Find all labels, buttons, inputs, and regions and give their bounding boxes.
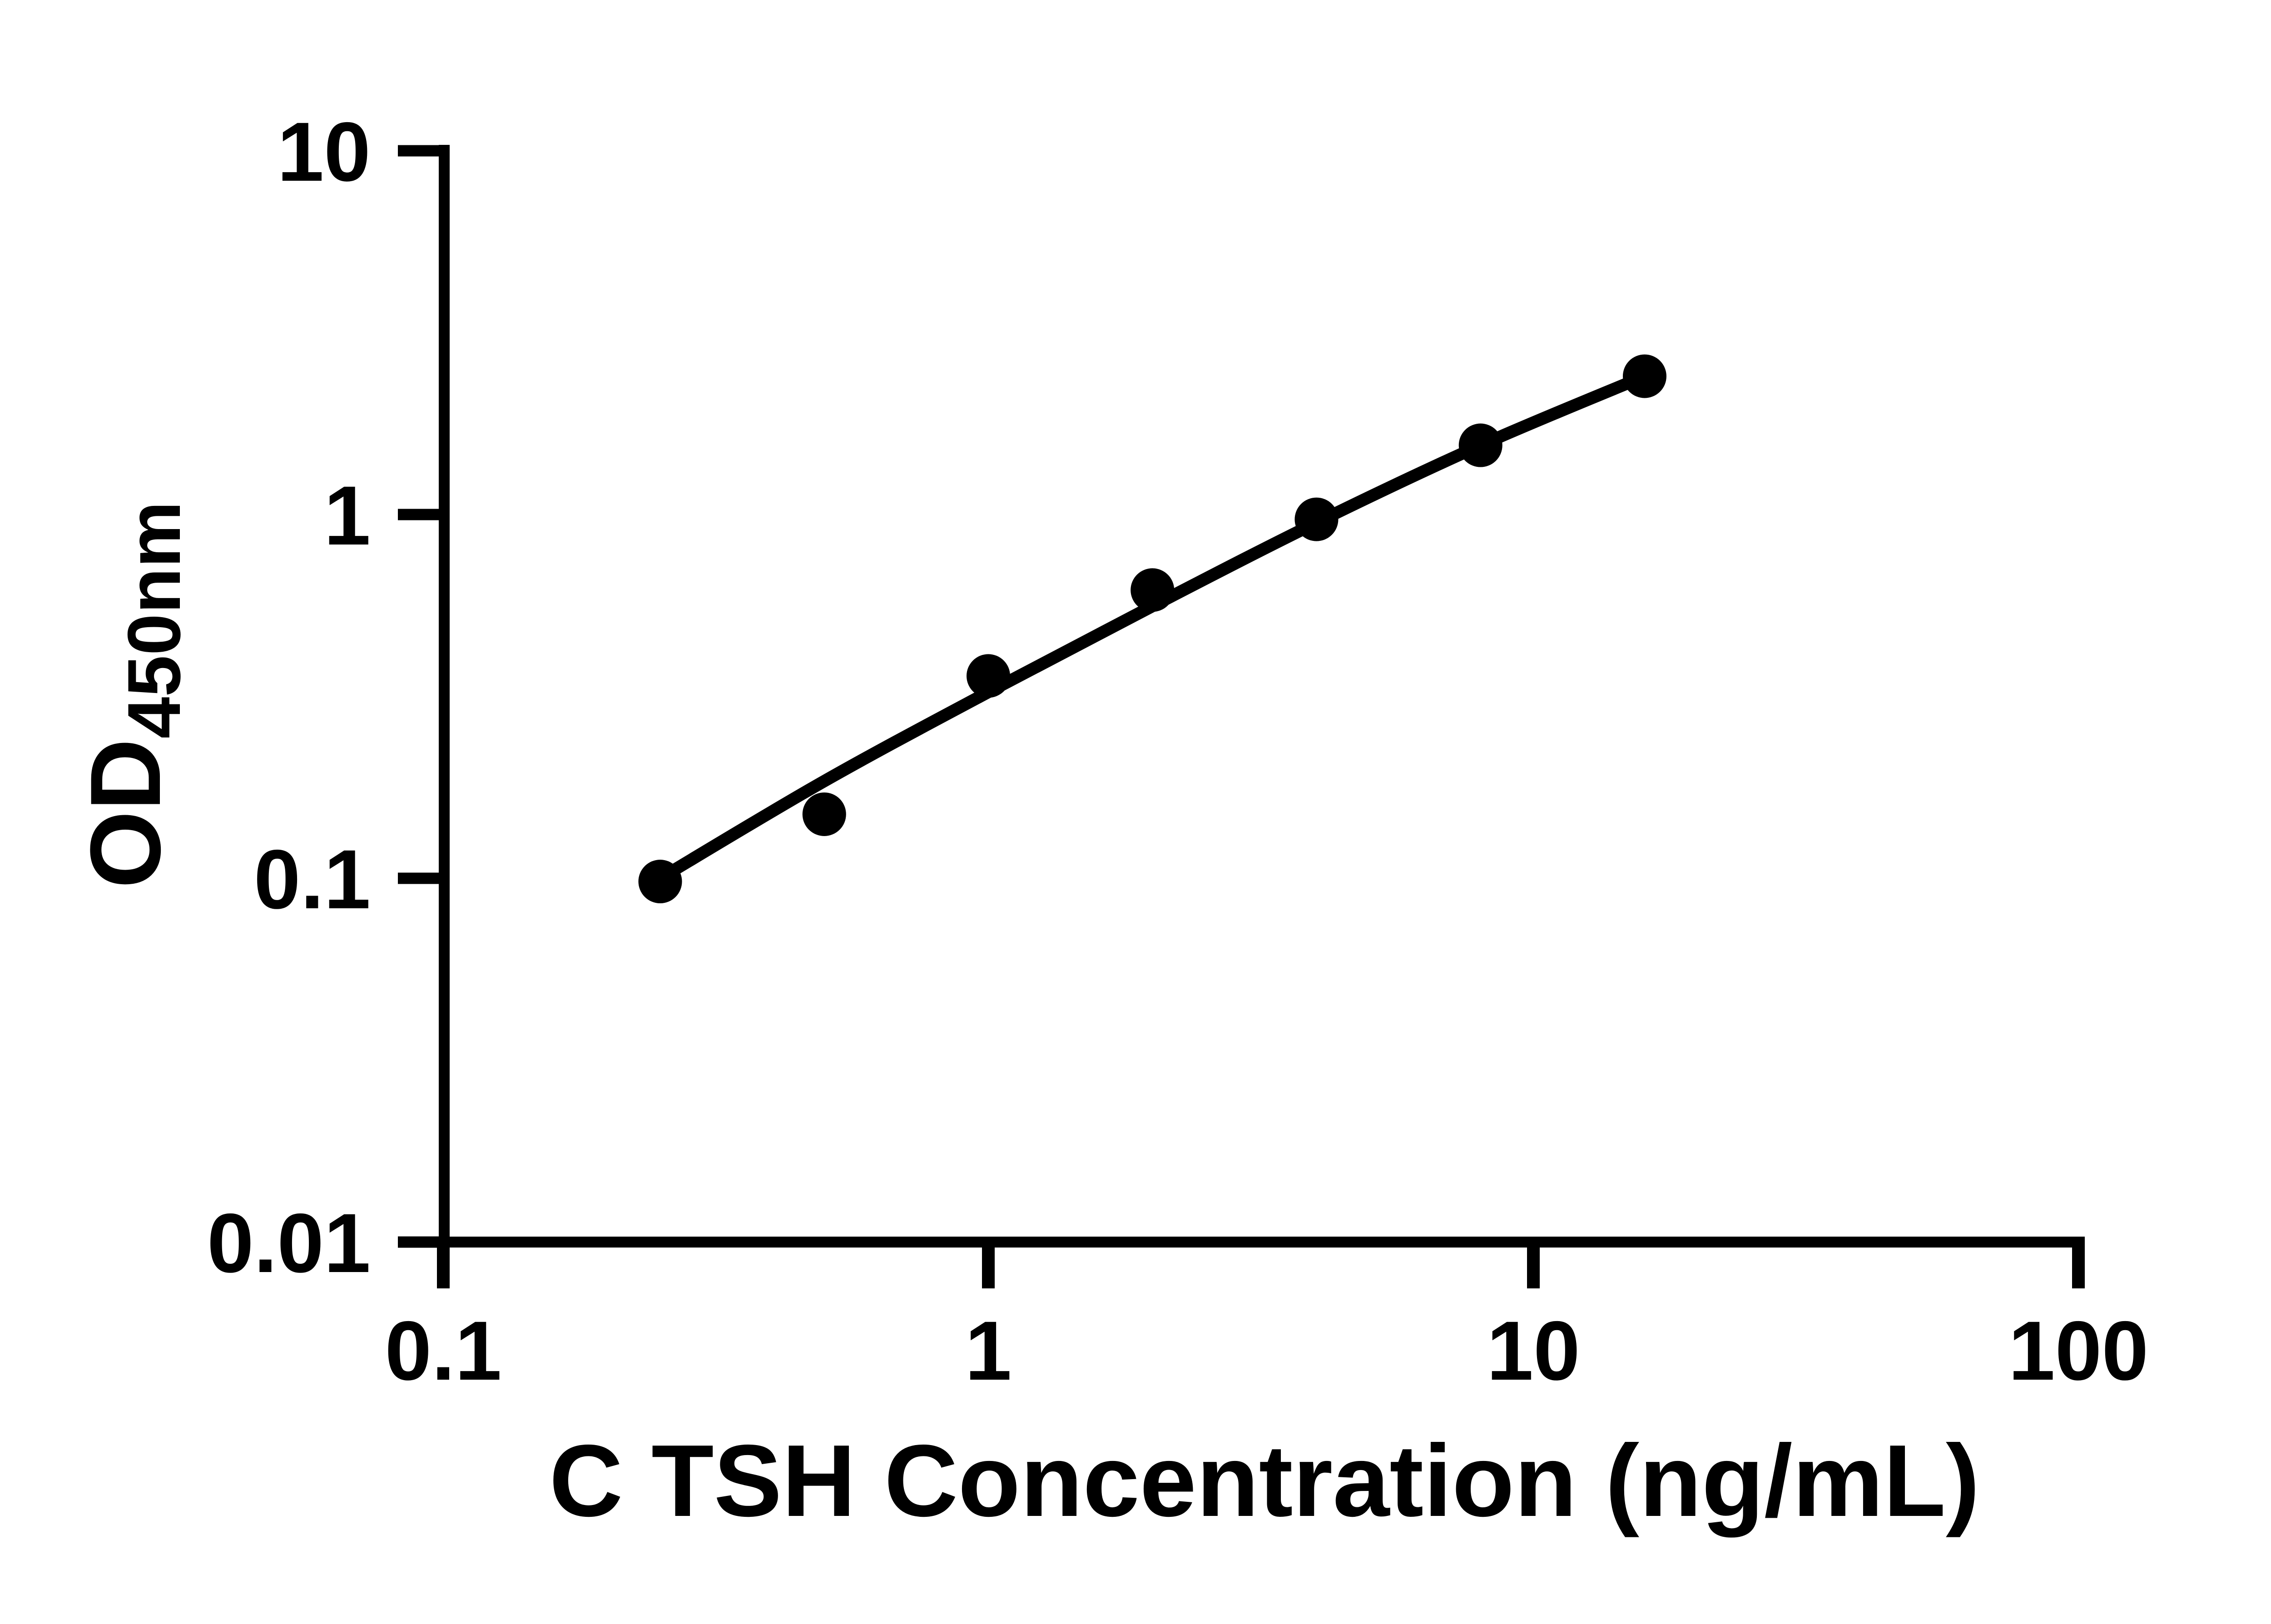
x-tick-label: 100 (2008, 1304, 2149, 1398)
y-tick-label: 10 (277, 105, 371, 199)
y-axis-title: OD450nm (69, 501, 196, 889)
data-point (1622, 354, 1666, 398)
data-point (802, 792, 846, 836)
y-tick-label: 0.1 (254, 833, 371, 926)
data-point (1294, 497, 1339, 541)
y-tick-label: 0.01 (207, 1197, 371, 1290)
x-tick-label: 0.1 (385, 1304, 501, 1398)
x-tick-label: 1 (965, 1304, 1012, 1398)
data-point (967, 654, 1010, 698)
data-point (1131, 568, 1175, 612)
x-axis-title: C TSH Concentration (ng/mL) (549, 1423, 1980, 1538)
data-point (638, 860, 682, 904)
data-point (1458, 423, 1502, 467)
y-tick-label: 1 (324, 469, 371, 563)
x-tick-label: 10 (1487, 1304, 1580, 1398)
